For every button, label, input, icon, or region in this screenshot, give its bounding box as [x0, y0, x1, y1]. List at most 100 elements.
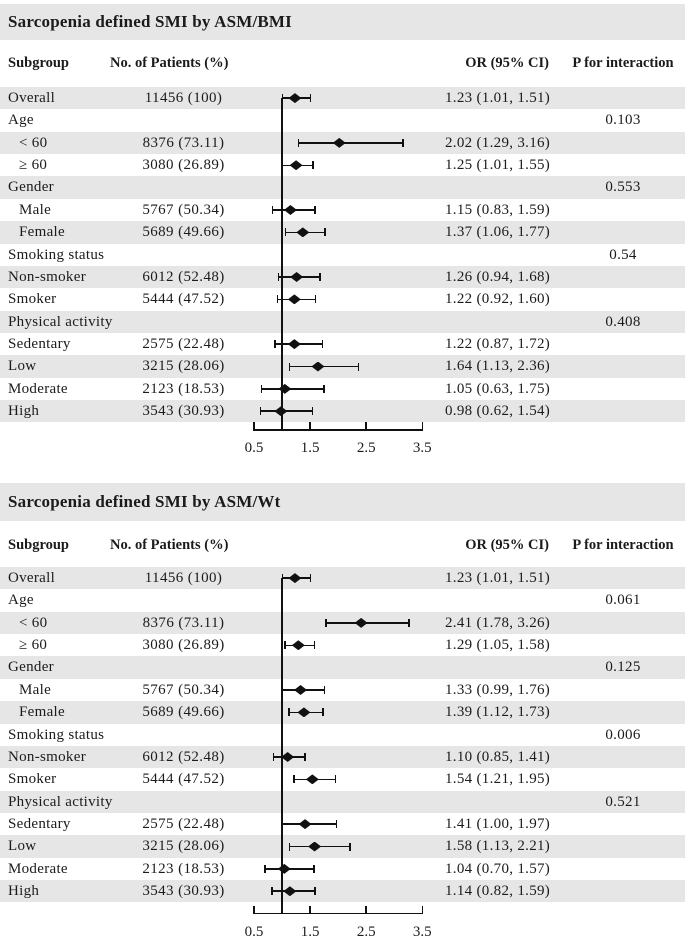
patients-value: 3215 (28.06) — [142, 838, 225, 855]
or-point-marker — [354, 617, 368, 628]
p-interaction-value: 0.125 — [605, 659, 641, 676]
x-axis-tick-label: 0.5 — [244, 923, 264, 940]
subgroup-label: Low — [8, 838, 37, 855]
subgroup-label: Overall — [8, 90, 56, 106]
patients-value: 5767 (50.34) — [142, 681, 225, 698]
subgroup-label: Physical activity — [8, 313, 113, 330]
patients-value: 3215 (28.06) — [142, 358, 225, 375]
ci-cap-right — [357, 362, 360, 371]
subgroup-label: Non-smoker — [8, 748, 86, 765]
or-ci-value: 1.15 (0.83, 1.59) — [445, 201, 551, 218]
col-header-p-interaction: P for interaction — [572, 55, 674, 71]
patients-value: 3080 (26.89) — [142, 637, 225, 654]
x-axis-tick — [309, 905, 311, 913]
ci-cap-right — [324, 228, 326, 237]
or-ci-value: 1.33 (0.99, 1.76) — [445, 681, 551, 698]
ci-cap-left — [293, 775, 295, 784]
or-ci-value: 1.25 (1.01, 1.55) — [445, 157, 551, 174]
row-stripe — [0, 701, 685, 724]
or-ci-value: 1.23 (1.01, 1.51) — [445, 570, 551, 586]
x-axis-tick-label: 2.5 — [356, 923, 376, 940]
ci-cap-right — [319, 273, 321, 282]
subgroup-label: Moderate — [8, 860, 68, 877]
ci-cap-right — [313, 864, 315, 873]
patients-value: 5444 (47.52) — [142, 771, 225, 788]
x-axis-tick — [365, 905, 367, 913]
or-point-marker — [294, 684, 308, 695]
col-header-p-interaction: P for interaction — [572, 537, 674, 553]
panel-asm-wt: Sarcopenia defined SMI by ASM/Wt Subgrou… — [0, 470, 685, 940]
row-stripe — [0, 400, 685, 423]
patients-value: 11456 (100) — [144, 570, 223, 586]
ci-cap-right — [323, 685, 326, 694]
col-header-patients: No. of Patients (%) — [110, 537, 229, 553]
x-axis-tick — [421, 422, 424, 429]
row-stripe — [0, 265, 685, 289]
col-header-or: OR (95% CI) — [465, 537, 549, 553]
x-axis-tick — [365, 422, 367, 429]
x-axis-tick-label: 3.5 — [412, 923, 432, 940]
or-point-marker — [298, 819, 312, 830]
ci-cap-right — [309, 94, 312, 103]
patients-value: 2575 (22.48) — [142, 815, 225, 832]
subgroup-label: Smoker — [8, 771, 57, 788]
subgroup-label: Smoking status — [8, 246, 105, 263]
ci-cap-left — [288, 708, 290, 717]
subgroup-label: Male — [19, 681, 52, 698]
or-ci-value: 1.22 (0.87, 1.72) — [445, 335, 551, 352]
ci-cap-left — [284, 641, 286, 650]
x-axis-tick — [421, 905, 424, 913]
patients-value: 6012 (52.48) — [142, 748, 225, 765]
subgroup-label: High — [8, 403, 40, 420]
col-header-subgroup: Subgroup — [8, 55, 69, 71]
patients-value: 2575 (22.48) — [142, 335, 225, 352]
panel-title-bar: Sarcopenia defined SMI by ASM/BMI — [0, 4, 685, 40]
or-point-marker — [308, 841, 322, 852]
subgroup-label: Gender — [8, 659, 54, 676]
or-ci-value: 1.10 (0.85, 1.41) — [445, 748, 551, 765]
patients-value: 8376 (73.11) — [142, 614, 225, 631]
or-ci-value: 2.41 (1.78, 3.26) — [445, 614, 551, 631]
row-stripe — [0, 745, 685, 769]
or-ci-value: 2.02 (1.29, 3.16) — [445, 134, 551, 151]
x-axis-line — [253, 429, 424, 431]
patients-value: 5767 (50.34) — [142, 201, 225, 218]
or-point-marker — [291, 640, 305, 651]
row-stripe — [0, 567, 685, 590]
or-ci-value: 1.14 (0.82, 1.59) — [445, 883, 551, 900]
ci-cap-right — [322, 708, 324, 717]
or-point-marker — [283, 886, 297, 897]
or-point-marker — [287, 294, 301, 305]
x-axis-tick-label: 3.5 — [412, 440, 432, 456]
subgroup-label: Age — [8, 592, 34, 609]
col-header-patients: No. of Patients (%) — [110, 55, 229, 71]
panel-title: Sarcopenia defined SMI by ASM/Wt — [8, 492, 281, 511]
ci-cap-right — [304, 753, 306, 762]
p-interaction-value: 0.061 — [605, 592, 641, 609]
or-point-marker — [297, 707, 311, 718]
patients-value: 5689 (49.66) — [142, 224, 225, 241]
p-interaction-value: 0.54 — [609, 246, 637, 263]
or-point-marker — [277, 863, 291, 874]
x-axis-tick — [309, 422, 311, 429]
ci-cap-left — [297, 138, 300, 147]
ci-cap-left — [259, 407, 262, 416]
p-interaction-value: 0.103 — [605, 112, 641, 129]
patients-value: 2123 (18.53) — [142, 860, 225, 877]
subgroup-label: Low — [8, 358, 37, 375]
reference-line — [281, 98, 283, 431]
ci-cap-right — [402, 138, 404, 147]
or-point-marker — [332, 137, 346, 148]
patients-value: 3080 (26.89) — [142, 157, 225, 174]
subgroup-label: Smoker — [8, 291, 57, 308]
ci-cap-right — [321, 340, 324, 349]
ci-cap-left — [264, 864, 266, 873]
subgroup-label: < 60 — [19, 614, 48, 631]
ci-cap-left — [325, 618, 327, 627]
ci-cap-right — [314, 295, 317, 304]
subgroup-label: < 60 — [19, 134, 48, 151]
subgroup-label: Age — [8, 112, 34, 129]
ci-cap-right — [309, 574, 312, 583]
subgroup-label: Sedentary — [8, 335, 71, 352]
subgroup-label: ≥ 60 — [19, 157, 48, 174]
